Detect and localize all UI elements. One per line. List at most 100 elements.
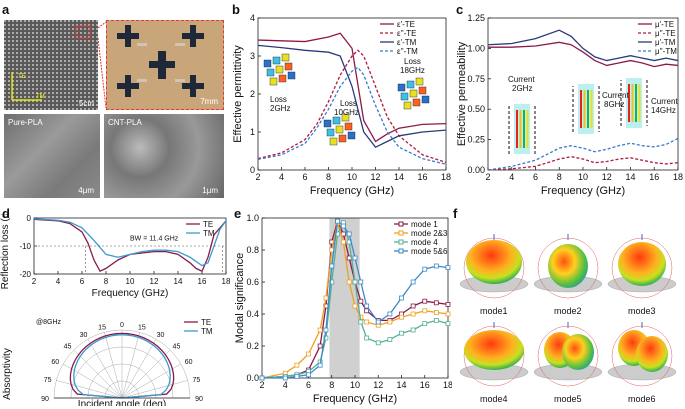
- mode6-label: mode6: [628, 394, 656, 404]
- cube-cell: [275, 65, 284, 74]
- y-tick-label: 0.8: [246, 245, 259, 255]
- cube-cell: [409, 89, 418, 98]
- reflection-loss-chart: 2 4 6 8 10 12 14 16 18 0 -10 -20 Frequency (GHz) Refl…: [0, 214, 231, 299]
- data-point: [410, 327, 416, 333]
- y-tick-label: 0.6: [246, 277, 259, 287]
- panel-label-d: d: [2, 206, 10, 221]
- cube-cell: [323, 119, 332, 128]
- current-8ghz-coil: [578, 84, 594, 134]
- mode2-label: mode2: [554, 306, 582, 316]
- mode1-label: mode1: [480, 306, 508, 316]
- x-tick-label: 10: [347, 172, 357, 182]
- panel-label-f: f: [453, 206, 458, 221]
- series-line-1: [73, 334, 171, 399]
- data-point: [358, 319, 364, 325]
- photo3-scale: 4μm: [78, 186, 94, 195]
- polar-spoke: [121, 349, 171, 399]
- data-point: [346, 231, 352, 237]
- polar-tick-label: 30: [157, 332, 165, 339]
- x-tick-label: 6: [302, 172, 307, 182]
- cube-cell: [326, 128, 335, 137]
- y-tick-label: 0.00: [467, 165, 485, 175]
- legend-label: mode 1: [411, 220, 438, 229]
- data-point: [323, 295, 329, 301]
- x-tick-label: 10: [350, 380, 360, 390]
- data-point: [346, 255, 352, 261]
- x-tick-label: 18: [443, 380, 452, 390]
- coil-strip: [519, 110, 522, 148]
- y-axis-label: Absorptivity: [2, 348, 13, 400]
- x-tick-label: 8: [104, 277, 109, 286]
- data-point: [445, 265, 451, 270]
- x-tick-label: 16: [417, 172, 427, 182]
- legend-marker: [398, 248, 404, 254]
- cnt-pla-label: CNT-PLA: [108, 118, 142, 127]
- polar-tick-label: 90: [41, 396, 49, 403]
- x-tick-label: 10: [578, 172, 588, 182]
- data-point: [433, 310, 439, 315]
- y-tick-label: 3: [250, 51, 255, 61]
- modal-significance-chart: 2 4 6 8 10 12 14 16 18 0.0 0.2 0.4 0.6 0.8 1.0 Frequenc…: [234, 214, 452, 405]
- cube-cell: [281, 53, 290, 62]
- polar-tick-label: 45: [64, 344, 72, 351]
- photo1-scale: 5cm: [78, 99, 94, 108]
- pattern-blob: [618, 242, 666, 286]
- data-point: [364, 303, 370, 309]
- data-point: [323, 335, 329, 341]
- y-tick-label: 0.25: [467, 135, 485, 145]
- y-axis-label: Effective permeability: [456, 41, 468, 146]
- data-point: [352, 303, 358, 309]
- te-axis-label: TE: [18, 74, 26, 80]
- data-point: [422, 321, 428, 326]
- x-tick-label: 12: [373, 380, 383, 390]
- mode4-label: mode4: [480, 394, 508, 404]
- x-tick-label: 8: [557, 172, 562, 182]
- legend-label: ε''-TE: [397, 29, 417, 38]
- y-axis-label: Effective permittivity: [232, 45, 244, 143]
- polar-spoke: [87, 338, 123, 399]
- y-tick-label: 2: [250, 89, 255, 99]
- legend-label: ε''-TM: [397, 47, 418, 56]
- data-point: [387, 337, 393, 342]
- data-point: [399, 314, 404, 320]
- x-tick-label: 14: [174, 277, 183, 286]
- polar-tick-label: 75: [192, 377, 200, 384]
- data-point: [364, 319, 370, 325]
- y-tick-label: 0.2: [246, 341, 259, 351]
- data-point: [410, 311, 416, 317]
- legend-marker: [398, 230, 404, 236]
- legend-label: μ''-TM: [655, 47, 677, 56]
- tm-axis-label: TM: [36, 94, 45, 100]
- radiation-pattern-graphics: [459, 234, 677, 387]
- data-point: [294, 362, 300, 368]
- polar-spoke: [121, 338, 157, 399]
- x-tick-label: 2: [485, 172, 490, 182]
- data-point: [317, 343, 323, 349]
- data-point: [358, 298, 364, 304]
- legend-label: μ''-TE: [655, 29, 676, 38]
- data-point: [323, 327, 329, 333]
- annotation-loss-2ghz-b: 2GHz: [270, 104, 290, 113]
- series-line-0: [257, 32, 447, 143]
- data-point: [358, 279, 364, 285]
- annotation-current-8ghz-a: Current: [602, 91, 629, 100]
- cube-cell: [287, 71, 296, 80]
- x-axis-label: Frequency (GHz): [541, 185, 625, 197]
- mode5-label: mode5: [554, 394, 582, 404]
- polar-tick-label: 15: [138, 325, 146, 332]
- x-tick-label: 4: [509, 172, 514, 182]
- legend-label: ε'-TM: [397, 38, 417, 47]
- x-tick-label: 16: [420, 380, 430, 390]
- cube-cell: [397, 83, 406, 92]
- polar-spoke: [121, 363, 182, 399]
- legend-label: μ'-TE: [655, 20, 674, 29]
- x-tick-label: 18: [222, 277, 231, 286]
- series-line-1: [487, 155, 679, 171]
- x-tick-label: 6: [306, 380, 311, 390]
- polar-tick-label: 45: [173, 344, 181, 351]
- polar-tick-label: 30: [80, 332, 88, 339]
- x-tick-label: 6: [80, 277, 85, 286]
- x-tick-label: 10: [126, 277, 135, 286]
- lattice-pattern: [4, 20, 98, 110]
